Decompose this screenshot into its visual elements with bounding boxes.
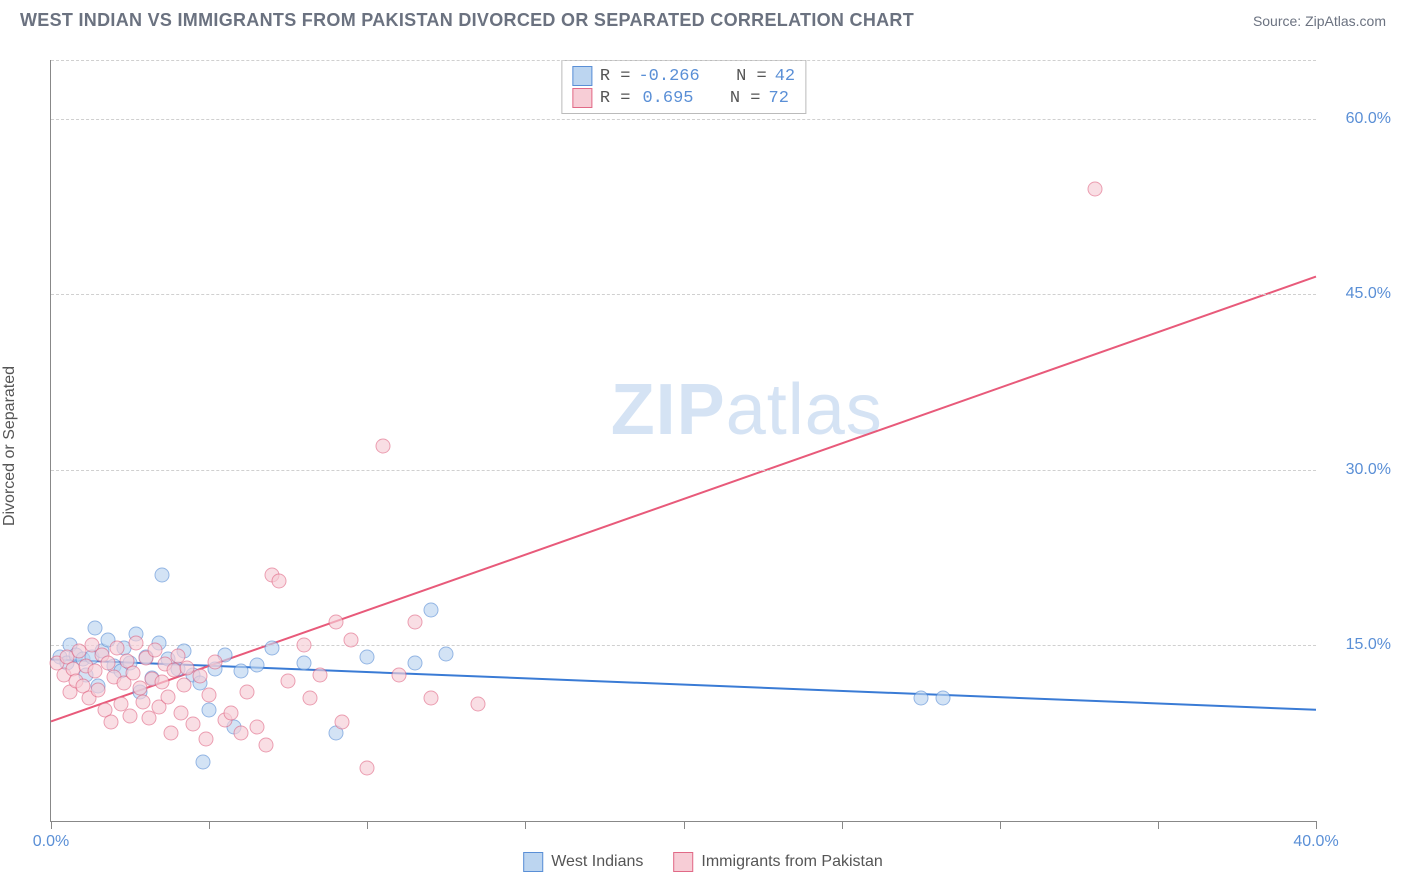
scatter-point bbox=[208, 654, 223, 669]
scatter-point bbox=[186, 716, 201, 731]
x-tick bbox=[51, 821, 52, 829]
scatter-point bbox=[259, 737, 274, 752]
scatter-point bbox=[91, 682, 106, 697]
scatter-point bbox=[334, 714, 349, 729]
n-label: N = bbox=[730, 89, 761, 108]
scatter-point bbox=[164, 726, 179, 741]
scatter-point bbox=[376, 439, 391, 454]
scatter-point bbox=[312, 667, 327, 682]
gridline bbox=[51, 645, 1316, 646]
scatter-point bbox=[281, 673, 296, 688]
n-value: 72 bbox=[769, 89, 789, 108]
r-label: R = bbox=[600, 67, 631, 86]
y-axis-label: Divorced or Separated bbox=[1, 366, 19, 526]
n-label: N = bbox=[736, 67, 767, 86]
scatter-point bbox=[303, 691, 318, 706]
scatter-point bbox=[439, 646, 454, 661]
x-tick bbox=[367, 821, 368, 829]
scatter-point bbox=[249, 658, 264, 673]
legend-label: West Indians bbox=[551, 853, 643, 871]
scatter-point bbox=[470, 696, 485, 711]
x-tick bbox=[1158, 821, 1159, 829]
scatter-point bbox=[154, 674, 169, 689]
r-value: -0.266 bbox=[638, 67, 699, 86]
scatter-point bbox=[176, 678, 191, 693]
scatter-point bbox=[202, 687, 217, 702]
scatter-point bbox=[100, 655, 115, 670]
scatter-point bbox=[104, 714, 119, 729]
gridline bbox=[51, 119, 1316, 120]
scatter-point bbox=[360, 761, 375, 776]
scatter-point bbox=[233, 664, 248, 679]
scatter-point bbox=[249, 720, 264, 735]
x-tick-label: 40.0% bbox=[1293, 833, 1338, 851]
scatter-point bbox=[344, 632, 359, 647]
scatter-point bbox=[913, 691, 928, 706]
stats-row: R = -0.266 N = 42 bbox=[572, 65, 795, 87]
swatch-icon bbox=[673, 852, 693, 872]
legend-item: West Indians bbox=[523, 852, 643, 872]
scatter-point bbox=[154, 568, 169, 583]
scatter-point bbox=[1087, 181, 1102, 196]
scatter-point bbox=[198, 732, 213, 747]
scatter-point bbox=[88, 620, 103, 635]
scatter-point bbox=[407, 614, 422, 629]
x-tick bbox=[525, 821, 526, 829]
legend-label: Immigrants from Pakistan bbox=[701, 853, 882, 871]
swatch-icon bbox=[523, 852, 543, 872]
x-tick bbox=[1000, 821, 1001, 829]
x-tick bbox=[209, 821, 210, 829]
scatter-point bbox=[265, 640, 280, 655]
scatter-point bbox=[407, 655, 422, 670]
scatter-point bbox=[935, 691, 950, 706]
x-tick bbox=[842, 821, 843, 829]
x-tick bbox=[684, 821, 685, 829]
gridline bbox=[51, 294, 1316, 295]
scatter-point bbox=[135, 694, 150, 709]
scatter-point bbox=[240, 685, 255, 700]
scatter-point bbox=[360, 650, 375, 665]
scatter-point bbox=[297, 638, 312, 653]
n-value: 42 bbox=[775, 67, 795, 86]
x-tick bbox=[1316, 821, 1317, 829]
scatter-point bbox=[192, 668, 207, 683]
r-label: R = bbox=[600, 89, 631, 108]
scatter-point bbox=[297, 655, 312, 670]
scatter-point bbox=[161, 689, 176, 704]
scatter-point bbox=[126, 666, 141, 681]
stats-row: R = 0.695 N = 72 bbox=[572, 87, 795, 109]
chart-title: WEST INDIAN VS IMMIGRANTS FROM PAKISTAN … bbox=[20, 10, 914, 31]
correlation-stats-box: R = -0.266 N = 42 R = 0.695 N = 72 bbox=[561, 60, 806, 114]
trendlines-layer bbox=[51, 60, 1316, 821]
y-tick-label: 45.0% bbox=[1326, 285, 1391, 303]
scatter-point bbox=[224, 706, 239, 721]
y-tick-label: 60.0% bbox=[1326, 110, 1391, 128]
scatter-point bbox=[328, 614, 343, 629]
source-attribution: Source: ZipAtlas.com bbox=[1253, 13, 1386, 29]
scatter-point bbox=[423, 691, 438, 706]
gridline bbox=[51, 470, 1316, 471]
r-value: 0.695 bbox=[638, 89, 693, 108]
swatch-icon bbox=[572, 66, 592, 86]
scatter-point bbox=[391, 667, 406, 682]
legend-item: Immigrants from Pakistan bbox=[673, 852, 882, 872]
scatter-point bbox=[148, 643, 163, 658]
scatter-point bbox=[423, 603, 438, 618]
x-tick-label: 0.0% bbox=[33, 833, 69, 851]
swatch-icon bbox=[572, 88, 592, 108]
gridline bbox=[51, 60, 1316, 61]
trendline bbox=[51, 277, 1316, 722]
scatter-point bbox=[129, 636, 144, 651]
scatter-point bbox=[233, 726, 248, 741]
scatter-point bbox=[195, 755, 210, 770]
y-tick-label: 15.0% bbox=[1326, 636, 1391, 654]
legend: West Indians Immigrants from Pakistan bbox=[523, 852, 883, 872]
y-tick-label: 30.0% bbox=[1326, 461, 1391, 479]
scatter-point bbox=[271, 574, 286, 589]
scatter-point bbox=[173, 706, 188, 721]
scatter-point bbox=[123, 708, 138, 723]
scatter-chart: ZIPatlas R =-0.266 N = 42R =0.695 N = 72… bbox=[50, 60, 1316, 822]
scatter-point bbox=[202, 702, 217, 717]
